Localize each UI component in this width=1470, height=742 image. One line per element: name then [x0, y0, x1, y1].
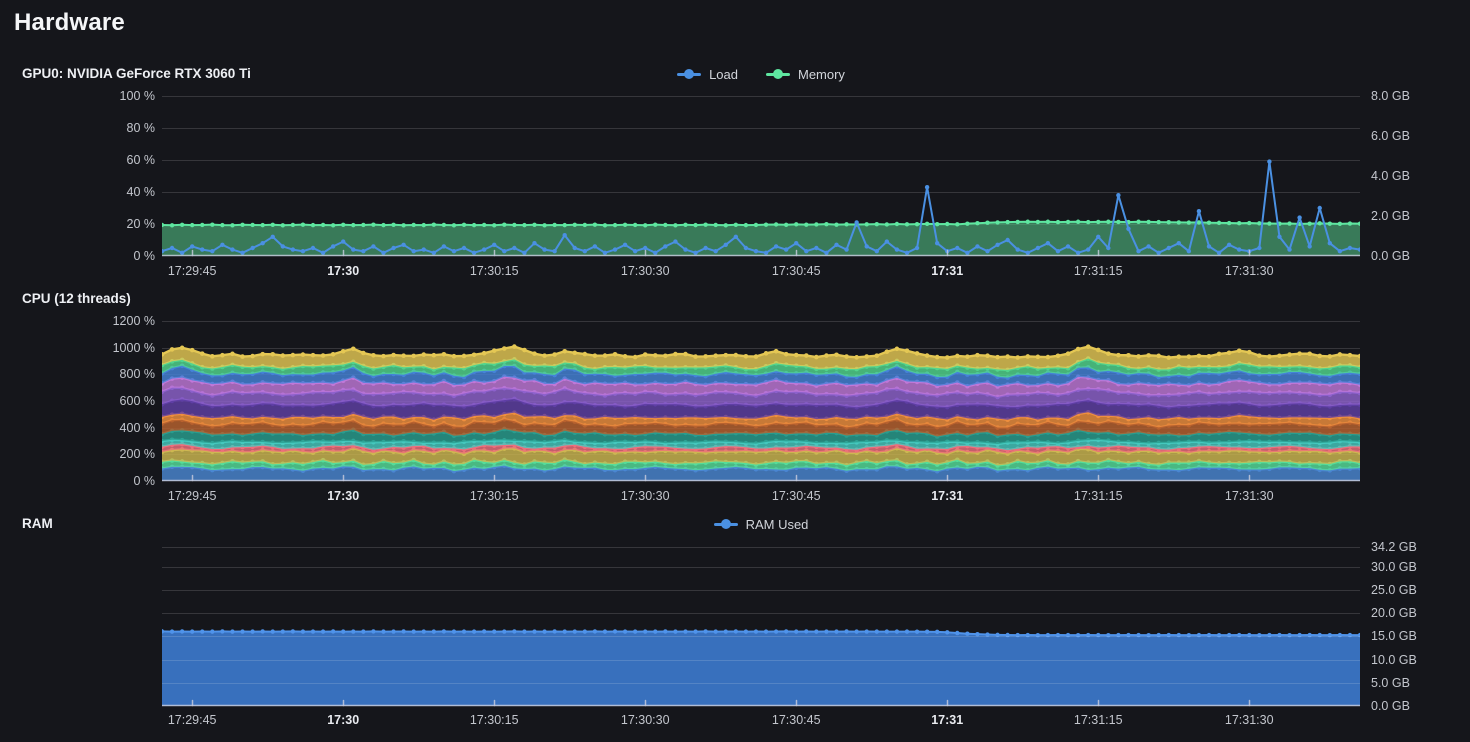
legend-label: Memory	[797, 66, 845, 82]
y-axis-label: 2.0 GB	[1371, 209, 1410, 223]
x-axis-label: 17:31:30	[1224, 264, 1274, 278]
y-axis-label: 400 %	[119, 420, 155, 435]
y-axis-label: 0 %	[133, 474, 155, 488]
y-axis-label: 6.0 GB	[1371, 129, 1410, 143]
y-axis-label: 600 %	[119, 394, 155, 408]
y-axis-label: 8.0 GB	[1371, 89, 1410, 103]
legend-label: RAM Used	[745, 516, 809, 532]
y-axis-label: 15.0 GB	[1371, 629, 1417, 644]
x-axis-label: 17:30:15	[469, 264, 519, 278]
x-axis-label: 17:30	[327, 713, 360, 727]
x-axis-label: 17:30:15	[469, 489, 519, 503]
x-axis-label: 17:31:15	[1073, 489, 1123, 503]
gpu-chart-canvas[interactable]	[162, 94, 1360, 263]
y-axis-label: 1000 %	[112, 340, 155, 355]
legend-series-marker-icon	[677, 68, 702, 80]
gpu-legend: Load Memory	[162, 63, 1360, 85]
legend-item-load[interactable]: Load	[677, 67, 738, 82]
x-axis-label: 17:30	[327, 489, 360, 503]
y-axis-label: 25.0 GB	[1371, 582, 1417, 597]
cpu-chart-title: CPU (12 threads)	[22, 291, 131, 306]
legend-series-marker-icon	[713, 518, 738, 530]
x-axis-label: 17:31:30	[1224, 489, 1274, 503]
x-axis-label: 17:31	[931, 489, 964, 503]
x-axis-label: 17:29:45	[167, 713, 217, 727]
x-axis-label: 17:31	[931, 264, 964, 278]
y-axis-label: 30.0 GB	[1371, 559, 1417, 574]
ram-chart-canvas[interactable]	[162, 545, 1360, 713]
y-axis-label: 4.0 GB	[1371, 169, 1410, 183]
x-axis-label: 17:31:30	[1224, 713, 1274, 727]
legend-label: Load	[709, 66, 738, 82]
y-axis-label: 800 %	[119, 367, 155, 382]
x-axis-label: 17:30:15	[469, 713, 519, 727]
y-axis-label: 0.0 GB	[1371, 249, 1410, 263]
x-axis-label: 17:31	[931, 713, 964, 727]
y-axis-label: 100 %	[119, 89, 155, 103]
y-axis-label: 34.2 GB	[1371, 540, 1417, 554]
y-axis-label: 20.0 GB	[1371, 606, 1417, 621]
x-axis-label: 17:30:30	[620, 264, 670, 278]
y-axis-label: 200 %	[119, 447, 155, 462]
cpu-chart-canvas[interactable]	[162, 319, 1360, 488]
y-axis-label: 10.0 GB	[1371, 652, 1417, 667]
y-axis-label: 0.0 GB	[1371, 699, 1410, 713]
x-axis-label: 17:30:45	[771, 489, 821, 503]
y-axis-label: 20 %	[126, 217, 156, 231]
x-axis-label: 17:29:45	[167, 489, 217, 503]
x-axis-label: 17:30	[327, 264, 360, 278]
y-axis-label: 0 %	[133, 249, 155, 263]
ram-legend: RAM Used	[162, 513, 1360, 535]
y-axis-label: 1200 %	[112, 314, 155, 328]
page-title: Hardware	[14, 9, 125, 36]
y-axis-label: 80 %	[126, 121, 156, 135]
x-axis-label: 17:30:45	[771, 713, 821, 727]
y-axis-label: 60 %	[126, 153, 156, 167]
ram-chart-title: RAM	[22, 516, 53, 531]
y-axis-label: 40 %	[126, 185, 156, 199]
legend-series-marker-icon	[765, 68, 790, 80]
x-axis-label: 17:30:30	[620, 489, 670, 503]
x-axis-label: 17:31:15	[1073, 713, 1123, 727]
y-axis-label: 5.0 GB	[1371, 675, 1410, 690]
legend-item-ram-used[interactable]: RAM Used	[713, 516, 809, 532]
x-axis-label: 17:30:45	[771, 264, 821, 278]
x-axis-label: 17:29:45	[167, 264, 217, 278]
gpu-chart-title: GPU0: NVIDIA GeForce RTX 3060 Ti	[22, 66, 251, 81]
x-axis-label: 17:30:30	[620, 713, 670, 727]
x-axis-label: 17:31:15	[1073, 264, 1123, 278]
legend-item-memory[interactable]: Memory	[765, 66, 845, 82]
